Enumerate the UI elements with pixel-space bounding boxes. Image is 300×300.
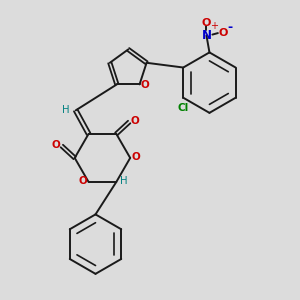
Text: O: O	[130, 116, 139, 125]
Text: O: O	[79, 176, 88, 187]
Text: N: N	[202, 29, 212, 42]
Text: O: O	[131, 152, 140, 162]
Text: O: O	[141, 80, 150, 90]
Text: Cl: Cl	[177, 103, 188, 112]
Text: H: H	[120, 176, 127, 186]
Text: H: H	[62, 105, 70, 116]
Text: O: O	[52, 140, 61, 150]
Text: O: O	[202, 18, 211, 28]
Text: +: +	[210, 21, 218, 31]
Text: O: O	[218, 28, 227, 38]
Text: -: -	[227, 21, 232, 34]
